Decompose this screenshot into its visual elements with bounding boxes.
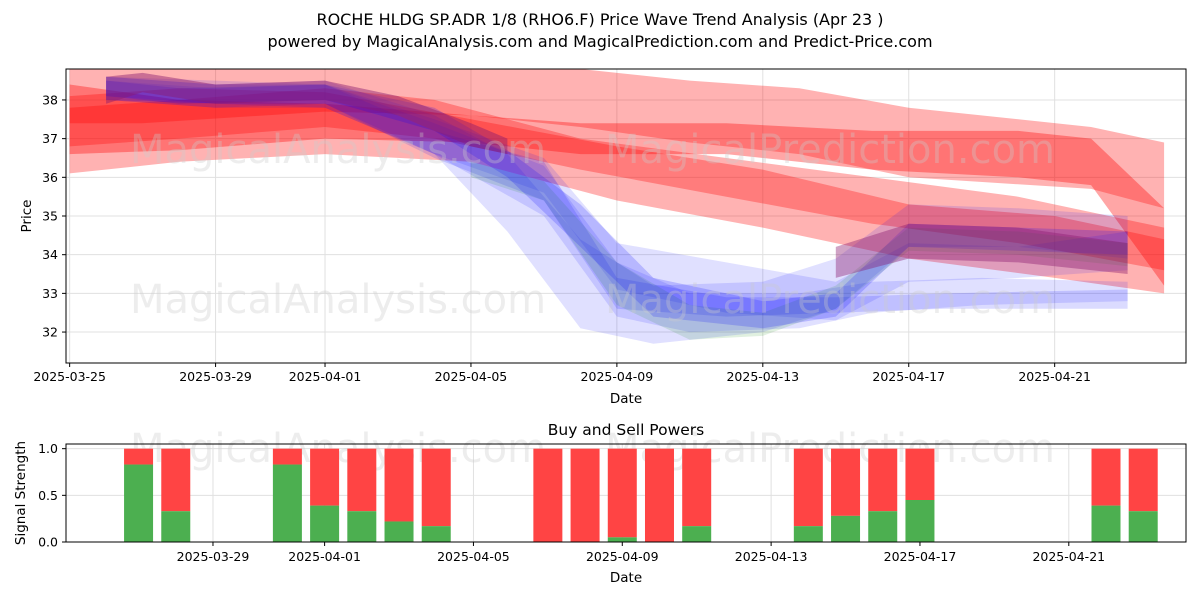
y-tick-label: 37 — [42, 131, 58, 146]
sell-bar — [384, 448, 414, 522]
buy-bar — [1128, 511, 1158, 542]
y-tick-label: 35 — [42, 209, 58, 224]
sell-bar — [682, 448, 712, 527]
signal-plot: Buy and Sell PowersMagicalAnalysis.comMa… — [13, 421, 1187, 586]
y-tick-label: 33 — [42, 286, 58, 301]
x-tick-label: 2025-04-13 — [726, 369, 799, 384]
buy-bar — [384, 521, 414, 542]
y-tick-label: 38 — [42, 92, 58, 107]
sell-bar — [421, 448, 451, 527]
x-axis-label: Date — [610, 570, 642, 586]
x-tick-label: 2025-03-25 — [33, 369, 106, 384]
sell-bar — [310, 448, 340, 506]
wave-band-blue — [106, 76, 1128, 344]
buy-bar — [682, 526, 712, 542]
bottom-axes-frame — [65, 443, 1187, 543]
x-tick-label: 2025-04-21 — [1032, 549, 1105, 564]
price-plot: MagicalAnalysis.com MagicalPrediction.com… — [19, 68, 1187, 407]
y-tick-label: 32 — [42, 325, 58, 340]
buy-bar — [310, 505, 340, 542]
x-tick-label: 2025-04-01 — [288, 549, 361, 564]
buy-bar — [1091, 505, 1121, 542]
watermark-text: MagicalPrediction.com — [605, 277, 1055, 323]
buy-bar — [793, 526, 823, 542]
y-axis-label: Price — [19, 200, 35, 233]
y-tick-label: 0.5 — [38, 488, 58, 503]
sell-bar — [347, 448, 377, 512]
x-tick-label: 2025-03-29 — [179, 369, 252, 384]
y-tick-label: 34 — [42, 247, 58, 262]
sell-bar — [831, 448, 861, 516]
buy-bar — [905, 500, 935, 542]
sell-bar — [905, 448, 935, 500]
watermark-text: MagicalPrediction.com — [605, 426, 1055, 472]
wave-band-red — [69, 84, 1165, 286]
wave-band-blue — [106, 80, 1128, 329]
sell-bar — [161, 448, 191, 512]
top-watermarks: MagicalAnalysis.com MagicalPrediction.com… — [130, 127, 1055, 323]
wave-band-blue — [106, 76, 1128, 317]
buy-bar — [421, 526, 451, 542]
x-tick-label: 2025-04-01 — [289, 369, 362, 384]
top-grid — [66, 69, 1186, 363]
signal-chart-title: Buy and Sell Powers — [548, 421, 705, 439]
buy-bar — [272, 464, 302, 542]
sell-bar — [1091, 448, 1121, 506]
signal-bars — [124, 448, 1158, 542]
wave-band-red — [69, 69, 1165, 209]
wave-band-green — [471, 161, 1128, 340]
x-tick-label: 2025-04-09 — [581, 369, 654, 384]
chart-title: ROCHE HLDG SP.ADR 1/8 (RHO6.F) Price Wav… — [316, 10, 883, 29]
sell-bar — [868, 448, 898, 512]
wave-band-purple — [106, 72, 508, 155]
sell-bar — [1128, 448, 1158, 512]
x-tick-label: 2025-04-17 — [884, 549, 957, 564]
x-tick-label: 2025-04-09 — [586, 549, 659, 564]
wave-band-red — [69, 88, 1165, 271]
x-tick-label: 2025-04-05 — [435, 369, 508, 384]
y-tick-label: 1.0 — [38, 441, 58, 456]
buy-bar — [347, 511, 377, 542]
y-tick-label: 36 — [42, 170, 58, 185]
watermark-text: MagicalAnalysis.com — [130, 127, 546, 173]
x-axis-label: Date — [610, 391, 642, 407]
chart-subtitle: powered by MagicalAnalysis.com and Magic… — [267, 32, 932, 51]
x-tick-label: 2025-04-13 — [735, 549, 808, 564]
sell-bar — [793, 448, 823, 527]
buy-bar — [124, 464, 154, 542]
wave-bands — [69, 69, 1165, 344]
sell-bar — [607, 448, 637, 538]
y-tick-label: 0.0 — [38, 535, 58, 550]
sell-bar — [533, 448, 563, 542]
buy-bar — [161, 511, 191, 542]
watermark-text: MagicalAnalysis.com — [130, 277, 546, 323]
sell-bar — [570, 448, 600, 542]
buy-bar — [607, 537, 637, 542]
sell-bar — [124, 448, 154, 465]
watermark-text: MagicalPrediction.com — [605, 127, 1055, 173]
wave-band-red — [69, 88, 1165, 294]
wave-band-blue — [106, 76, 1128, 321]
x-tick-label: 2025-04-21 — [1018, 369, 1091, 384]
sell-bar — [272, 448, 302, 465]
wave-band-purple — [835, 223, 1128, 278]
x-tick-label: 2025-03-29 — [177, 549, 250, 564]
x-tick-label: 2025-04-17 — [872, 369, 945, 384]
buy-bar — [831, 515, 861, 542]
sell-bar — [644, 448, 674, 542]
buy-bar — [868, 511, 898, 542]
wave-band-blue — [106, 80, 1128, 333]
y-axis-label: Signal Strength — [13, 441, 29, 545]
x-tick-label: 2025-04-05 — [437, 549, 510, 564]
